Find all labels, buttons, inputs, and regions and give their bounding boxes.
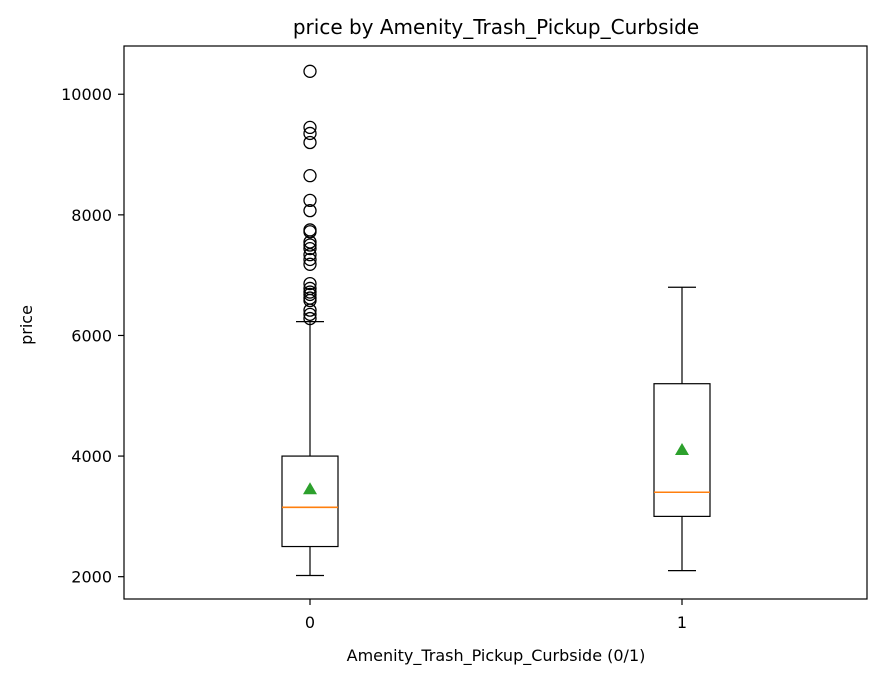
- outlier-point: [303, 311, 317, 326]
- outlier-point: [303, 169, 317, 183]
- outlier-point: [303, 252, 317, 267]
- y-tick-label: 6000: [71, 326, 112, 345]
- chart-title: price by Amenity_Trash_Pickup_Curbside: [293, 15, 699, 39]
- outlier-point: [303, 238, 317, 252]
- iqr-box: [653, 383, 711, 517]
- box-group-1: [653, 286, 711, 572]
- outlier-point: [303, 223, 317, 237]
- box-series: [281, 64, 711, 577]
- iqr-box: [281, 455, 339, 548]
- x-axis-label: Amenity_Trash_Pickup_Curbside (0/1): [347, 646, 646, 666]
- outlier-point: [303, 120, 317, 135]
- outlier-point: [303, 193, 317, 208]
- y-tick-label: 2000: [71, 568, 112, 587]
- outlier-point: [303, 64, 317, 78]
- outlier-point: [303, 257, 317, 271]
- outlier-point: [303, 135, 317, 150]
- outlier-point: [303, 276, 317, 291]
- x-tick-label: 0: [305, 613, 315, 632]
- box-group-0: [281, 64, 339, 577]
- outlier-point: [303, 307, 317, 322]
- y-axis: 2000 4000 6000 8000 10000: [61, 85, 124, 587]
- y-tick-label: 4000: [71, 447, 112, 466]
- y-axis-label: price: [17, 305, 36, 345]
- y-tick-label: 8000: [71, 206, 112, 225]
- plot-area-frame: [123, 45, 868, 600]
- outlier-point: [303, 248, 317, 262]
- outlier-point: [303, 203, 317, 218]
- x-tick-label: 1: [677, 613, 687, 632]
- y-tick-label: 10000: [61, 85, 112, 104]
- outlier-point: [303, 126, 317, 141]
- outlier-point: [303, 291, 317, 305]
- mean-marker: [303, 482, 317, 495]
- outlier-point: [303, 241, 317, 256]
- outlier-point: [303, 285, 317, 299]
- outlier-point: [303, 281, 317, 296]
- mean-marker: [675, 443, 689, 456]
